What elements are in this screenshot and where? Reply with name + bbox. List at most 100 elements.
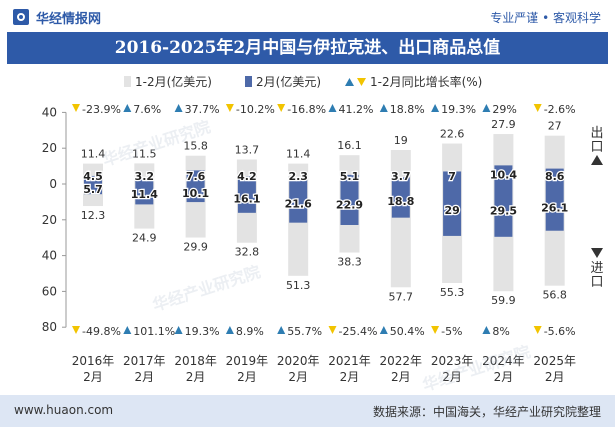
legend-swatch-monthly bbox=[245, 76, 252, 87]
export-growth-up-arrow-icon bbox=[431, 104, 440, 112]
legend-up-arrow-icon bbox=[345, 78, 354, 86]
y-tick-label: 20 bbox=[42, 141, 57, 155]
export-monthly-bar bbox=[186, 170, 205, 184]
export-side-label-char: 口 bbox=[590, 140, 603, 155]
y-axis: 40 20 0 20 40 60 80 bbox=[42, 105, 67, 334]
export-growth-up-arrow-icon bbox=[174, 104, 183, 112]
export-cumulative-bar bbox=[288, 163, 309, 184]
import-monthly-label: 29.5 bbox=[490, 204, 517, 217]
legend-down-arrow-icon bbox=[357, 78, 366, 86]
export-growth-label: 29% bbox=[492, 103, 516, 116]
export-monthly-bar bbox=[84, 175, 102, 184]
import-down-arrow-icon bbox=[591, 248, 603, 258]
y-tick-label: 0 bbox=[49, 177, 57, 191]
export-growth-label: 18.8% bbox=[390, 103, 425, 116]
huajing-logo-icon bbox=[13, 9, 29, 25]
export-monthly-label: 3.2 bbox=[135, 170, 155, 183]
category-year-label: 2020年 bbox=[277, 354, 320, 368]
export-monthly-label: 10.4 bbox=[490, 169, 517, 182]
brand-name: 华经情报网 bbox=[36, 12, 102, 27]
import-growth-label: 8.9% bbox=[236, 325, 264, 338]
export-cumulative-label: 13.7 bbox=[235, 143, 260, 156]
import-cumulative-label: 29.9 bbox=[183, 241, 208, 254]
import-monthly-label: 16.1 bbox=[233, 192, 260, 205]
export-monthly-label: 7.6 bbox=[186, 170, 206, 183]
category-month-label: 2月 bbox=[340, 370, 360, 384]
import-monthly-label: 5.7 bbox=[83, 183, 103, 196]
export-growth-up-arrow-icon bbox=[328, 104, 337, 112]
category-year-label: 2022年 bbox=[380, 354, 423, 368]
import-growth-up-arrow-icon bbox=[277, 326, 286, 334]
tagline: 专业严谨 • 客观科学 bbox=[490, 11, 601, 25]
import-growth-label: 8% bbox=[492, 325, 509, 338]
export-cumulative-label: 11.4 bbox=[286, 148, 311, 161]
growth-rates: -23.9% -49.8% 7.6% 101.1% 37.7% 19.3% -10.2% 8.… bbox=[72, 103, 576, 338]
import-growth-down-arrow-icon bbox=[431, 326, 440, 334]
footer-source: 数据来源：中国海关，华经产业研究院整理 bbox=[372, 405, 601, 419]
import-growth-label: 55.7% bbox=[287, 325, 322, 338]
import-monthly-label: 22.9 bbox=[336, 198, 363, 211]
export-growth-up-arrow-icon bbox=[123, 104, 132, 112]
category-month-label: 2月 bbox=[186, 370, 206, 384]
category-year-label: 2025年 bbox=[533, 354, 576, 368]
import-side-label-char: 进 bbox=[590, 261, 603, 276]
legend-label-growth: 1-2月同比增长率(%) bbox=[370, 74, 482, 89]
y-tick-label: 20 bbox=[42, 213, 57, 227]
import-cumulative-label: 32.8 bbox=[235, 246, 260, 259]
import-growth-up-arrow-icon bbox=[482, 326, 491, 334]
import-growth-label: 19.3% bbox=[185, 325, 220, 338]
import-cumulative-label: 55.3 bbox=[440, 286, 465, 299]
import-monthly-label: 11.4 bbox=[131, 188, 158, 201]
category-year-label: 2016年 bbox=[72, 354, 115, 368]
export-growth-label: -23.9% bbox=[82, 103, 121, 116]
category-year-label: 2024年 bbox=[482, 354, 525, 368]
category-month-label: 2月 bbox=[545, 370, 565, 384]
footer-url[interactable]: www.huaon.com bbox=[14, 403, 114, 417]
export-cumulative-label: 22.6 bbox=[440, 128, 465, 141]
import-monthly-bar bbox=[443, 184, 462, 236]
export-monthly-bar bbox=[443, 171, 462, 184]
import-cumulative-label: 38.3 bbox=[337, 256, 362, 269]
export-cumulative-label: 11.5 bbox=[132, 147, 157, 160]
import-monthly-bar bbox=[84, 184, 102, 195]
export-cumulative-label: 11.4 bbox=[81, 148, 106, 161]
footer: www.huaon.com 数据来源：中国海关，华经产业研究院整理 bbox=[0, 395, 615, 427]
import-cumulative-label: 12.3 bbox=[81, 209, 106, 222]
export-monthly-label: 2.3 bbox=[288, 170, 308, 183]
import-growth-label: 50.4% bbox=[390, 325, 425, 338]
import-monthly-bar bbox=[340, 184, 359, 225]
import-monthly-label: 21.6 bbox=[285, 197, 312, 210]
import-monthly-label: 26.1 bbox=[541, 201, 568, 214]
export-monthly-label: 5.1 bbox=[340, 170, 360, 183]
export-monthly-bar bbox=[494, 165, 513, 184]
export-growth-down-arrow-icon bbox=[277, 104, 286, 112]
y-tick-label: 60 bbox=[42, 284, 57, 298]
export-side-label-char: 出 bbox=[590, 126, 603, 141]
export-growth-up-arrow-icon bbox=[379, 104, 388, 112]
export-growth-down-arrow-icon bbox=[225, 104, 234, 112]
export-growth-label: -16.8% bbox=[287, 103, 326, 116]
import-growth-up-arrow-icon bbox=[174, 326, 183, 334]
import-monthly-bar bbox=[237, 184, 256, 213]
category-month-label: 2月 bbox=[494, 370, 514, 384]
y-tick-label: 40 bbox=[42, 249, 57, 263]
import-monthly-label: 10.1 bbox=[182, 187, 209, 200]
export-cumulative-label: 27 bbox=[548, 120, 562, 133]
chart-title: 2016-2025年2月中国与伊拉克进、出口商品总值 bbox=[114, 38, 501, 58]
export-up-arrow-icon bbox=[591, 155, 603, 165]
export-monthly-bar bbox=[340, 174, 359, 184]
export-monthly-bar bbox=[391, 177, 410, 184]
export-monthly-label: 3.7 bbox=[391, 170, 411, 183]
export-monthly-label: 4.2 bbox=[237, 170, 257, 183]
legend-label-monthly: 2月(亿美元) bbox=[256, 74, 321, 89]
export-monthly-label: 7 bbox=[448, 170, 456, 183]
export-monthly-label: 8.6 bbox=[545, 170, 565, 183]
export-growth-up-arrow-icon bbox=[482, 104, 491, 112]
export-monthly-bar bbox=[135, 178, 154, 184]
import-monthly-bar bbox=[135, 184, 154, 205]
import-monthly-label: 29 bbox=[444, 204, 459, 217]
export-monthly-bar bbox=[237, 176, 256, 184]
import-cumulative-label: 57.7 bbox=[389, 290, 414, 303]
category-month-label: 2月 bbox=[134, 370, 154, 384]
